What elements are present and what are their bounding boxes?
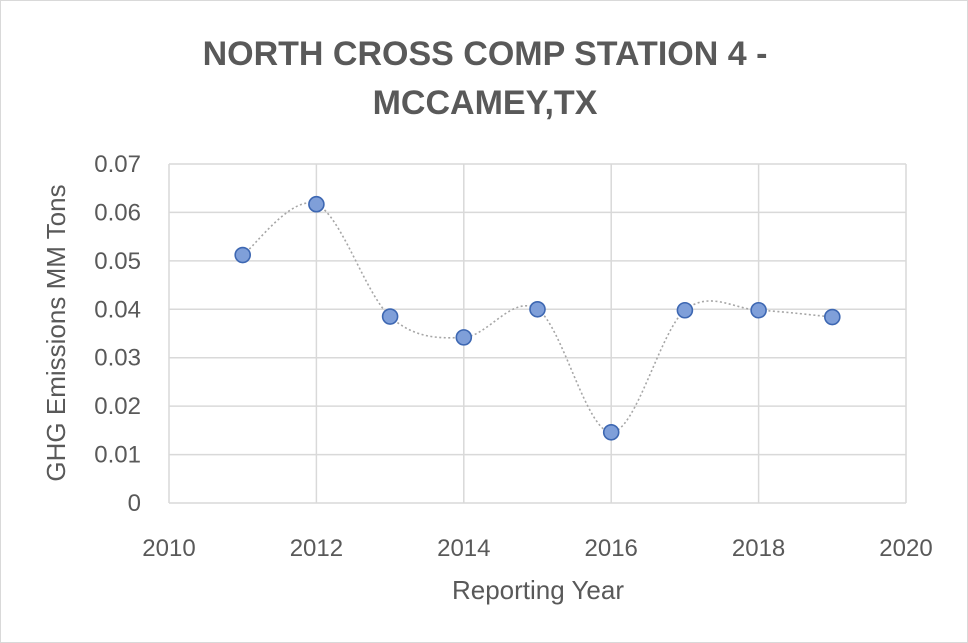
- y-tick-label: 0: [128, 490, 141, 517]
- data-point: [308, 195, 325, 213]
- data-points: [234, 195, 841, 441]
- y-tick-label: 0.01: [94, 442, 141, 469]
- x-axis-ticks: 2010 2012 2014 2016 2018 2020: [142, 535, 932, 562]
- data-point: [234, 246, 251, 264]
- y-axis-ticks: 0 0.01 0.02 0.03 0.04 0.05 0.06 0.07: [94, 151, 141, 517]
- y-tick-label: 0.06: [94, 199, 141, 226]
- data-point: [381, 308, 399, 325]
- chart-title-line-1: NORTH CROSS COMP STATION 4 -: [203, 35, 768, 73]
- y-tick-label: 0.02: [94, 393, 141, 420]
- data-point: [823, 308, 841, 326]
- grid: [168, 163, 907, 504]
- data-point: [455, 329, 473, 346]
- data-point: [602, 423, 620, 441]
- x-tick-label: 2014: [437, 535, 490, 562]
- x-tick-label: 2010: [142, 535, 195, 562]
- y-tick-label: 0.04: [94, 296, 141, 323]
- y-tick-label: 0.03: [94, 345, 141, 372]
- x-axis-label: Reporting Year: [452, 575, 624, 605]
- data-point: [750, 301, 767, 319]
- chart-title-line-2: MCCAMEY,TX: [373, 84, 598, 122]
- data-point: [529, 300, 546, 318]
- x-tick-label: 2012: [290, 535, 343, 562]
- series-line: [242, 202, 833, 434]
- data-point: [676, 301, 694, 319]
- x-tick-label: 2020: [879, 535, 932, 562]
- x-tick-label: 2018: [732, 535, 785, 562]
- y-axis-label: GHG Emissions MM Tons: [41, 184, 71, 481]
- x-tick-label: 2016: [585, 535, 638, 562]
- y-tick-label: 0.05: [94, 248, 141, 275]
- y-tick-label: 0.07: [94, 151, 141, 178]
